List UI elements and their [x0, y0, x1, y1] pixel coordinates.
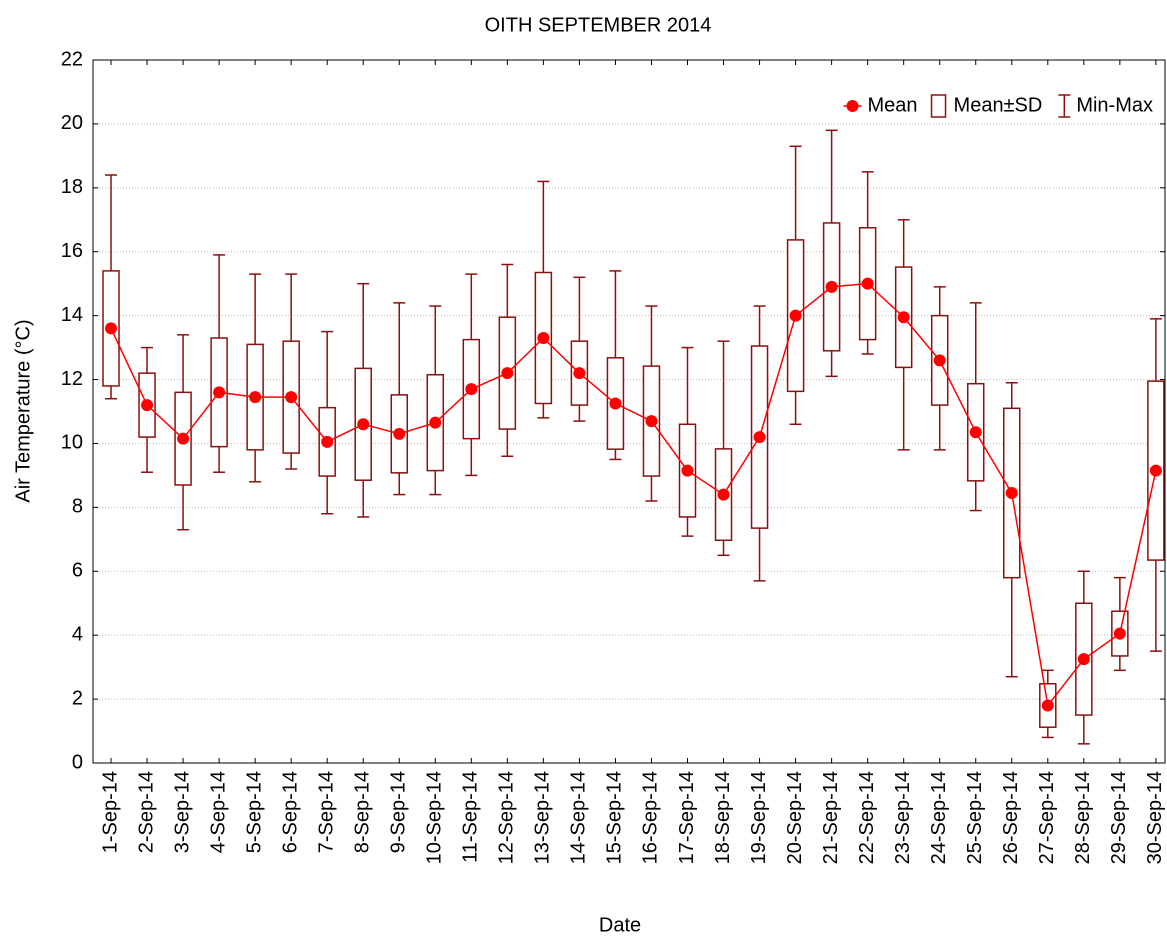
legend-swatch — [846, 100, 859, 112]
mean-point — [429, 416, 442, 429]
y-tick-label: 18 — [61, 176, 83, 198]
mean-point — [357, 418, 370, 431]
mean-point — [1149, 464, 1162, 477]
x-tick-label: 30-Sep-14 — [1144, 771, 1166, 864]
y-tick-label: 22 — [61, 48, 83, 70]
x-tick-label: 13-Sep-14 — [532, 771, 554, 864]
legend-swatch — [930, 94, 947, 118]
legend-label: Mean — [868, 94, 918, 116]
x-tick-label: 6-Sep-14 — [279, 771, 301, 853]
x-axis-label: Date — [599, 914, 641, 936]
mean-point — [177, 432, 190, 445]
x-tick-label: 3-Sep-14 — [171, 771, 193, 853]
y-tick-label: 20 — [61, 112, 83, 134]
mean-point — [141, 399, 154, 412]
x-tick-label: 2-Sep-14 — [135, 771, 157, 853]
mean-point — [285, 391, 298, 404]
mean-point — [681, 464, 694, 477]
mean-point — [861, 277, 874, 290]
mean-point — [249, 391, 262, 404]
mean-point — [537, 332, 550, 345]
legend-swatch — [1058, 94, 1071, 118]
mean-point — [501, 367, 514, 380]
x-tick-label: 24-Sep-14 — [928, 771, 950, 864]
y-tick-label: 10 — [61, 432, 83, 454]
x-tick-label: 26-Sep-14 — [1000, 771, 1022, 864]
x-tick-label: 10-Sep-14 — [424, 771, 446, 864]
y-tick-label: 6 — [72, 560, 83, 582]
x-tick-label: 1-Sep-14 — [99, 771, 121, 853]
mean-point — [573, 367, 586, 380]
x-tick-label: 25-Sep-14 — [964, 771, 986, 864]
x-tick-label: 27-Sep-14 — [1036, 771, 1058, 864]
mean-point — [321, 435, 334, 448]
mean-point — [1113, 627, 1126, 640]
mean-point — [825, 280, 838, 293]
x-tick-label: 4-Sep-14 — [207, 771, 229, 853]
x-tick-label: 16-Sep-14 — [640, 771, 662, 864]
x-tick-label: 17-Sep-14 — [676, 771, 698, 864]
mean-point — [933, 354, 946, 367]
x-tick-label: 28-Sep-14 — [1072, 771, 1094, 864]
plot-frame — [92, 59, 1166, 764]
x-tick-label: 9-Sep-14 — [388, 771, 410, 853]
x-tick-label: 11-Sep-14 — [460, 771, 482, 863]
x-tick-label: 5-Sep-14 — [243, 771, 265, 853]
x-tick-label: 15-Sep-14 — [604, 771, 626, 864]
y-tick-label: 12 — [61, 368, 83, 390]
y-tick-label: 4 — [72, 623, 83, 645]
y-tick-label: 2 — [72, 687, 83, 709]
mean-point — [1005, 486, 1018, 499]
y-tick-label: 16 — [61, 240, 83, 262]
mean-point — [609, 397, 622, 410]
chart-title: OITH SEPTEMBER 2014 — [485, 14, 712, 36]
mean-point — [717, 488, 730, 501]
mean-point — [1077, 653, 1090, 666]
x-tick-label: 18-Sep-14 — [712, 771, 734, 864]
mean-point — [213, 386, 226, 399]
y-tick-label: 8 — [72, 496, 83, 518]
mean-point — [1041, 699, 1054, 712]
y-tick-label: 0 — [72, 751, 83, 773]
mean-point — [897, 311, 910, 324]
mean-point — [753, 431, 766, 444]
legend-label: Mean±SD — [954, 94, 1043, 116]
mean-line — [110, 282, 1157, 708]
mean-point — [789, 309, 802, 322]
mean-point — [105, 322, 118, 335]
x-tick-label: 7-Sep-14 — [315, 771, 337, 853]
mean-point — [465, 383, 478, 396]
x-tick-label: 14-Sep-14 — [568, 771, 590, 864]
x-tick-label: 29-Sep-14 — [1108, 771, 1130, 864]
x-tick-label: 8-Sep-14 — [352, 771, 374, 853]
legend: Mean Mean±SD Min-Max — [843, 94, 1153, 118]
legend-label: Min-Max — [1076, 94, 1153, 116]
mean-point — [393, 427, 406, 440]
x-tick-label: 19-Sep-14 — [748, 771, 770, 864]
mean-point — [969, 426, 982, 439]
x-tick-label: 23-Sep-14 — [892, 771, 914, 864]
y-tick-label: 14 — [61, 304, 83, 326]
x-tick-label: 22-Sep-14 — [856, 771, 878, 864]
x-tick-label: 12-Sep-14 — [496, 771, 518, 864]
y-axis-label: Air Temperature (°C) — [12, 319, 34, 502]
x-tick-label: 21-Sep-14 — [820, 771, 842, 864]
x-tick-label: 20-Sep-14 — [784, 771, 806, 864]
mean-point — [645, 415, 658, 428]
